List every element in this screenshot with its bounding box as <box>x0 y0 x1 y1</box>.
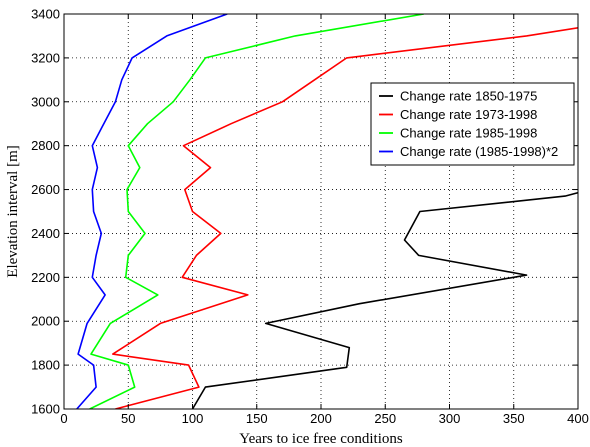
y-tick-label: 1600 <box>31 402 60 417</box>
x-tick-label: 100 <box>182 411 204 426</box>
y-tick-label: 2600 <box>31 182 60 197</box>
x-tick-label: 250 <box>374 411 396 426</box>
y-tick-label: 3400 <box>31 7 60 22</box>
grid <box>64 14 578 409</box>
x-tick-label: 300 <box>439 411 461 426</box>
y-tick-label: 2000 <box>31 314 60 329</box>
x-tick-label: 200 <box>310 411 332 426</box>
x-tick-label: 0 <box>60 411 67 426</box>
legend-label: Change rate 1985-1998 <box>400 126 537 141</box>
series-line-1 <box>191 191 578 409</box>
y-tick-label: 1800 <box>31 358 60 373</box>
y-axis-label: Elevation interval [m] <box>5 145 21 277</box>
x-tick-label: 50 <box>121 411 135 426</box>
legend-box <box>370 82 575 166</box>
x-tick-label: 350 <box>503 411 525 426</box>
series-line-2 <box>112 27 578 409</box>
x-tick-label: 150 <box>246 411 268 426</box>
x-tick-label: 400 <box>567 411 589 426</box>
y-tick-label: 2200 <box>31 270 60 285</box>
y-tick-label: 2400 <box>31 226 60 241</box>
legend: Change rate 1850-1975 Change rate 1973-19… <box>370 82 575 166</box>
y-tick-label: 2800 <box>31 138 60 153</box>
x-axis-label: Years to ice free conditions <box>239 431 403 447</box>
y-tick-label: 3000 <box>31 94 60 109</box>
legend-label: Change rate 1973-1998 <box>400 107 537 122</box>
legend-label: Change rate 1850-1975 <box>400 89 537 104</box>
legend-label: Change rate (1985-1998)*2 <box>400 144 558 159</box>
ticks: 0 50 100 150 200 250 300 350 400 1600 1800 2000 2200… <box>31 7 589 427</box>
series-group <box>76 14 578 409</box>
series-line-3 <box>89 14 424 409</box>
series-line-4 <box>76 14 228 409</box>
y-tick-label: 3200 <box>31 50 60 65</box>
plot-frame <box>63 13 579 410</box>
